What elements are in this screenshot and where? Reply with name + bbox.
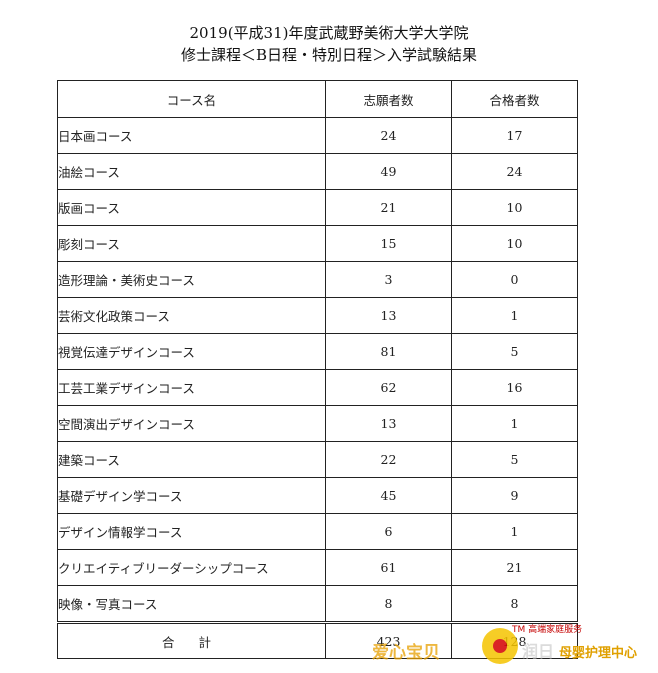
applicants-count: 62 [325,369,452,406]
course-name: 造形理論・美術史コース [57,261,326,298]
course-name: クリエイティブリーダーシップコース [57,549,326,586]
title-line-1: 2019(平成31)年度武蔵野美術大学大学院 [189,24,469,42]
document-title: 2019(平成31)年度武蔵野美術大学大学院 修士課程＜B日程・特別日程＞入学試… [0,22,658,66]
passed-count: 1 [451,297,578,334]
table-row: 視覚伝達デザインコース 81 5 [57,333,578,370]
header-passed: 合格者数 [451,80,578,118]
table-row: 版画コース 21 10 [57,189,578,226]
applicants-count: 13 [325,297,452,334]
table-row: 映像・写真コース 8 8 [57,585,578,623]
course-name: デザイン情報学コース [57,513,326,550]
applicants-count: 6 [325,513,452,550]
applicants-count: 24 [325,117,452,154]
applicants-count: 3 [325,261,452,298]
passed-count: 1 [451,405,578,442]
passed-count: 5 [451,333,578,370]
course-name: 建築コース [57,441,326,478]
header-applicants: 志願者数 [325,80,452,118]
table-row: クリエイティブリーダーシップコース 61 21 [57,549,578,586]
applicants-count: 22 [325,441,452,478]
passed-count: 0 [451,261,578,298]
course-name: 基礎デザイン学コース [57,477,326,514]
applicants-count: 13 [325,405,452,442]
passed-count: 10 [451,189,578,226]
course-name: 日本画コース [57,117,326,154]
header-course: コース名 [57,80,326,118]
watermark-mid-text: 润日 [522,642,555,661]
total-label: 合 計 [57,621,326,659]
table-row: デザイン情報学コース 6 1 [57,513,578,550]
watermark-left-text: 爱心宝贝 [372,643,440,663]
applicants-count: 15 [325,225,452,262]
table-row: 油絵コース 49 24 [57,153,578,190]
table-row: 彫刻コース 15 10 [57,225,578,262]
course-name: 視覚伝達デザインコース [57,333,326,370]
table-row: 工芸工業デザインコース 62 16 [57,369,578,406]
results-table: コース名 志願者数 合格者数 日本画コース 24 17 油絵コース 49 24 … [57,80,578,659]
course-name: 工芸工業デザインコース [57,369,326,406]
table-row: 空間演出デザインコース 13 1 [57,405,578,442]
course-name: 彫刻コース [57,225,326,262]
table-row: 基礎デザイン学コース 45 9 [57,477,578,514]
applicants-count: 21 [325,189,452,226]
passed-count: 1 [451,513,578,550]
passed-count: 21 [451,549,578,586]
applicants-count: 61 [325,549,452,586]
passed-count: 24 [451,153,578,190]
watermark-overlay: TM 高端家庭服务 爱心宝贝 润日 母婴护理中心 [372,618,658,673]
passed-count: 16 [451,369,578,406]
passed-count: 5 [451,441,578,478]
passed-count: 17 [451,117,578,154]
passed-count: 10 [451,225,578,262]
total-applicants: 423 [325,621,452,659]
header-row: コース名 志願者数 合格者数 [57,80,578,118]
applicants-count: 45 [325,477,452,514]
applicants-count: 49 [325,153,452,190]
table-row: 芸術文化政策コース 13 1 [57,297,578,334]
course-name: 空間演出デザインコース [57,405,326,442]
table-row: 建築コース 22 5 [57,441,578,478]
title-line-2: 修士課程＜B日程・特別日程＞入学試験結果 [180,46,478,64]
course-name: 版画コース [57,189,326,226]
applicants-count: 81 [325,333,452,370]
watermark-right-text: 母婴护理中心 [559,646,638,661]
watermark-tagline: TM 高端家庭服务 [512,625,583,635]
course-name: 芸術文化政策コース [57,297,326,334]
table-row: 日本画コース 24 17 [57,117,578,154]
passed-count: 8 [451,585,578,623]
watermark-logo-icon [482,628,518,664]
total-row: 合 計 423 128 [57,621,578,659]
course-name: 油絵コース [57,153,326,190]
course-name: 映像・写真コース [57,585,326,623]
applicants-count: 8 [325,585,452,623]
table-row: 造形理論・美術史コース 3 0 [57,261,578,298]
passed-count: 9 [451,477,578,514]
